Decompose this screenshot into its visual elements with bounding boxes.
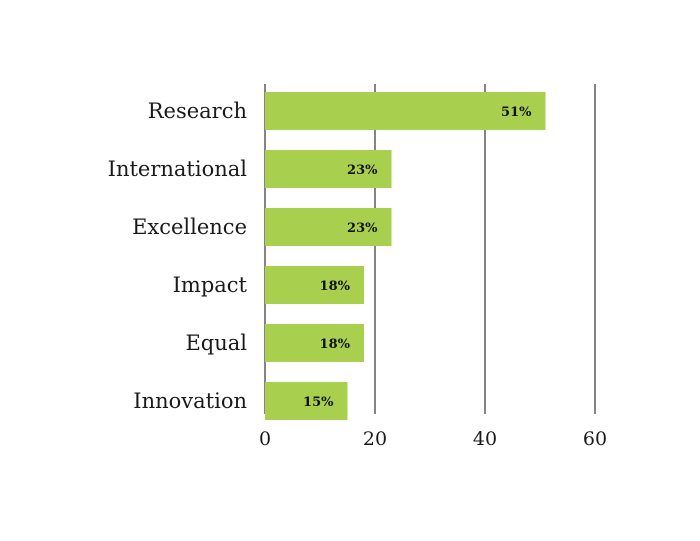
category-labels: Research International Excellence Impact Equ… [108, 99, 248, 413]
bar-excellence [265, 208, 392, 246]
data-label-research: 51% [501, 105, 532, 120]
x-axis-ticks: 0 20 40 60 [259, 428, 607, 450]
bar-international [265, 150, 392, 188]
x-tick-label-60: 60 [583, 428, 607, 450]
data-label-international: 23% [347, 163, 378, 178]
data-label-equal: 18% [320, 337, 351, 352]
category-label-innovation: Innovation [133, 389, 247, 413]
x-tick-label-20: 20 [363, 428, 387, 450]
data-label-impact: 18% [320, 279, 351, 294]
category-label-research: Research [148, 99, 247, 123]
x-tick-label-40: 40 [473, 428, 497, 450]
bar-equal [265, 324, 364, 362]
bars [265, 92, 546, 420]
category-label-impact: Impact [173, 273, 248, 297]
bar-research [265, 92, 546, 130]
bar-innovation [265, 382, 348, 420]
category-label-equal: Equal [185, 331, 247, 355]
data-label-excellence: 23% [347, 221, 378, 236]
x-tick-label-0: 0 [259, 428, 271, 450]
data-label-innovation: 15% [303, 395, 334, 410]
bar-impact [265, 266, 364, 304]
category-label-international: International [108, 157, 248, 181]
gridlines [264, 84, 596, 414]
category-label-excellence: Excellence [132, 215, 247, 239]
data-labels: 51% 23% 23% 18% 18% 15% [303, 105, 532, 410]
